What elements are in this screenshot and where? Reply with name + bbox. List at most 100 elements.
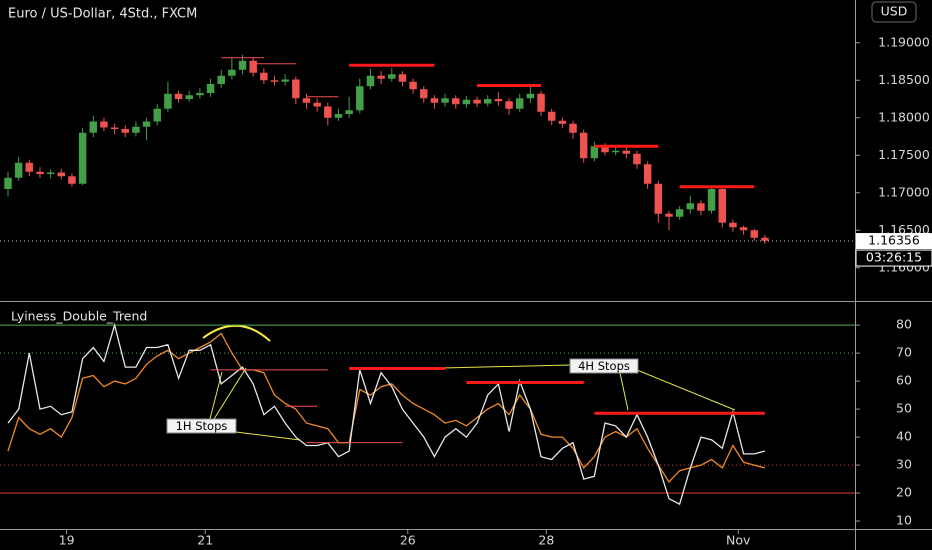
pointer bbox=[619, 372, 629, 411]
candle-body bbox=[611, 150, 620, 153]
candle-body bbox=[420, 89, 428, 99]
candle-body bbox=[228, 69, 236, 76]
candle-body bbox=[302, 98, 311, 103]
annotation: 1H Stops bbox=[176, 419, 228, 433]
candle-body bbox=[750, 230, 758, 238]
candle-body bbox=[78, 132, 87, 184]
candle-body bbox=[590, 146, 599, 159]
candle-body bbox=[654, 183, 663, 214]
candle-body bbox=[206, 84, 215, 93]
candle-body bbox=[697, 203, 705, 211]
candle-body bbox=[356, 86, 364, 111]
currency-label[interactable]: USD bbox=[881, 4, 908, 19]
annotation-box bbox=[166, 418, 237, 434]
candle-body bbox=[132, 126, 140, 133]
candle-body bbox=[569, 123, 577, 133]
candle-body bbox=[388, 74, 396, 79]
candle-body bbox=[89, 121, 98, 133]
candle-body bbox=[110, 127, 119, 129]
candle-body bbox=[643, 164, 652, 184]
candle-body bbox=[100, 121, 108, 128]
candles bbox=[4, 54, 769, 244]
candle-body bbox=[622, 150, 631, 154]
candle-body bbox=[313, 102, 321, 107]
candle-body bbox=[686, 203, 695, 210]
candle-body bbox=[196, 93, 204, 96]
pointer bbox=[636, 369, 736, 411]
candle-body bbox=[249, 60, 257, 73]
candle-body bbox=[707, 189, 716, 211]
indicator-title: Lyiness_Double_Trend bbox=[11, 309, 147, 324]
y-tick-label: 60 bbox=[896, 373, 912, 388]
y-tick-label: 10 bbox=[896, 513, 912, 528]
x-tick-label: 19 bbox=[59, 533, 75, 548]
last-price-box bbox=[856, 233, 932, 250]
candle-body bbox=[345, 110, 353, 114]
y-tick-label: 20 bbox=[896, 485, 912, 500]
candle-body bbox=[739, 227, 748, 231]
candle-body bbox=[377, 75, 385, 79]
candle-body bbox=[14, 162, 23, 178]
y-tick-label: 1.18000 bbox=[878, 109, 930, 124]
candle-body bbox=[174, 93, 183, 99]
candle-body bbox=[292, 79, 300, 99]
x-tick-label: 21 bbox=[197, 533, 213, 548]
y-tick-label: 30 bbox=[896, 457, 912, 472]
indicator-line bbox=[7, 332, 766, 483]
annotation-pointers bbox=[209, 364, 736, 441]
candle-body bbox=[452, 98, 460, 105]
y-tick-label: 70 bbox=[896, 345, 912, 360]
candle-body bbox=[185, 95, 193, 99]
y-tick-label: 1.17000 bbox=[878, 184, 930, 199]
pointer bbox=[235, 431, 301, 441]
y-tick-label: 40 bbox=[896, 429, 912, 444]
candle-body bbox=[729, 222, 737, 228]
candle-body bbox=[484, 99, 492, 104]
candle-body bbox=[334, 114, 343, 118]
y-tick-label: 1.16500 bbox=[878, 222, 930, 237]
symbol-title: Euro / US-Dollar, 4Std., FXCM bbox=[8, 7, 197, 22]
candle-body bbox=[57, 172, 66, 177]
candle-body bbox=[494, 99, 503, 102]
candle-body bbox=[153, 108, 161, 122]
candle-body bbox=[270, 80, 279, 82]
candle-body bbox=[164, 93, 172, 109]
candle-body bbox=[675, 209, 684, 217]
candle-body bbox=[558, 120, 567, 124]
candle-body bbox=[579, 132, 588, 159]
candle-body bbox=[462, 99, 471, 105]
x-tick-label: 26 bbox=[400, 533, 416, 548]
candle-body bbox=[633, 153, 641, 165]
candle-body bbox=[547, 111, 556, 121]
candle-body bbox=[121, 129, 129, 133]
candle-body bbox=[601, 146, 609, 153]
candle-body bbox=[515, 98, 524, 109]
candle-body bbox=[398, 74, 407, 82]
currency-button[interactable] bbox=[871, 1, 917, 23]
peak-arc bbox=[202, 324, 271, 342]
candle-body bbox=[430, 98, 439, 103]
y-tick-label: 1.17500 bbox=[878, 147, 930, 162]
y-tick-label: 50 bbox=[896, 401, 912, 416]
candle-body bbox=[441, 98, 449, 103]
candle-body bbox=[46, 172, 55, 174]
indicator-line bbox=[7, 322, 766, 506]
candle-body bbox=[4, 177, 12, 189]
x-tick-label: Nov bbox=[726, 533, 751, 548]
countdown-box bbox=[855, 249, 932, 267]
y-tick-label: 80 bbox=[896, 317, 912, 332]
countdown: 03:26:15 bbox=[866, 250, 922, 265]
candle-body bbox=[409, 81, 417, 90]
candle-body bbox=[505, 101, 513, 109]
y-tick-label: 1.18500 bbox=[878, 72, 930, 87]
candle-body bbox=[142, 121, 151, 127]
candle-body bbox=[718, 189, 727, 223]
annotation-box bbox=[569, 358, 639, 374]
candle-body bbox=[537, 93, 545, 112]
candle-body bbox=[36, 171, 44, 174]
last-price-label: 1.16356 bbox=[868, 233, 920, 248]
candle-body bbox=[324, 106, 332, 118]
